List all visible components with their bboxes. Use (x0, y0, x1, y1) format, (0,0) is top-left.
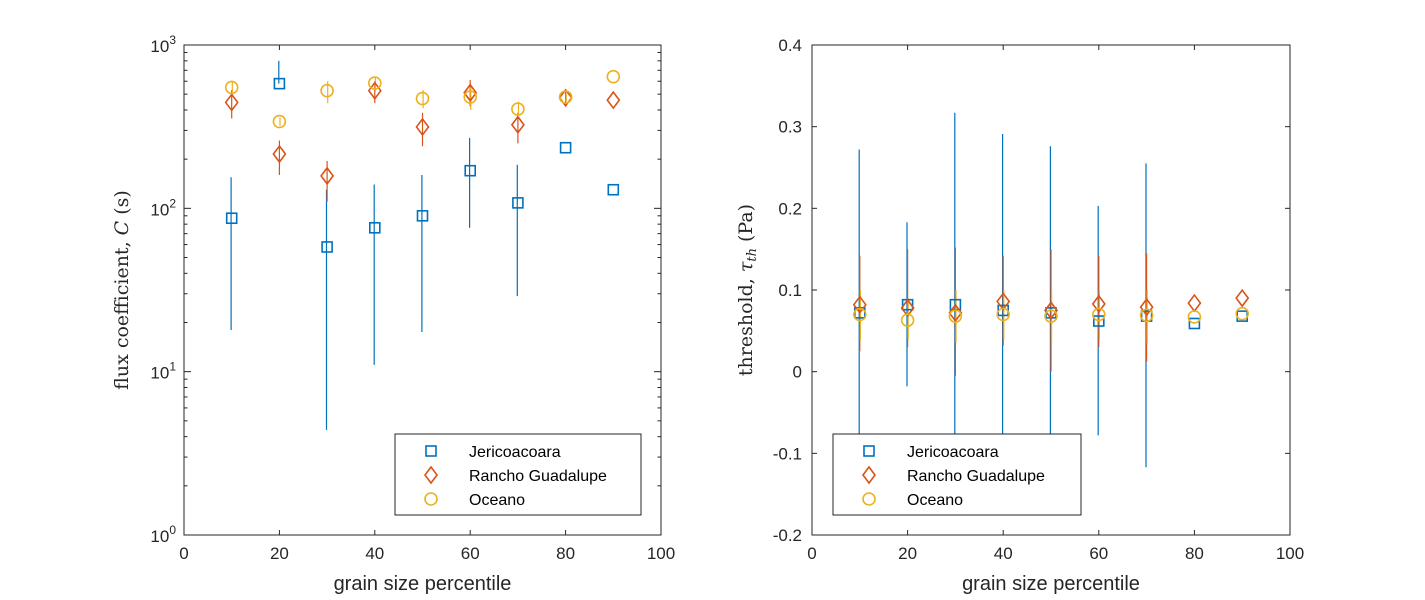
data-point-diamond (900, 298, 915, 318)
data-point-diamond (606, 90, 621, 110)
x-tick-label: 0 (179, 544, 188, 563)
data-point-diamond (272, 144, 287, 164)
data-point-circle (1092, 307, 1106, 322)
data-point-circle (852, 307, 867, 322)
data-point-diamond (996, 292, 1011, 311)
x-tick-label: 20 (270, 544, 289, 563)
data-point-circle (558, 90, 573, 104)
data-point-circle (1235, 306, 1249, 321)
legend-entry: Jericoacoara (907, 444, 999, 461)
y-tick-label: 101 (150, 360, 176, 383)
plot-area (852, 112, 1250, 495)
data-point-square (607, 183, 620, 196)
data-point-diamond (510, 115, 525, 135)
y-tick-label: 0 (793, 363, 802, 382)
data-point-diamond (1091, 294, 1106, 314)
data-point-square (559, 141, 572, 154)
x-tick-label: 100 (1276, 544, 1304, 563)
legend-entry: Jericoacoara (469, 444, 561, 461)
data-point-circle (367, 76, 382, 90)
y-tick-label: 100 (150, 523, 176, 546)
x-tick-label: 0 (807, 544, 816, 563)
data-point-circle (606, 69, 621, 84)
data-point-diamond (948, 303, 963, 323)
data-point-diamond (320, 166, 335, 186)
data-point-diamond (558, 88, 573, 108)
data-point-circle (1187, 310, 1202, 324)
legend-marker-circle (424, 492, 438, 506)
y-tick-label: 0.4 (778, 36, 802, 55)
data-point-diamond (1187, 293, 1202, 313)
x-tick-label: 20 (898, 544, 917, 563)
data-point-circle (272, 114, 287, 129)
x-tick-label: 40 (994, 544, 1013, 563)
data-point-square (1093, 315, 1105, 327)
data-point-circle (1044, 309, 1058, 323)
data-point-diamond (463, 83, 478, 103)
chart-flux-coefficient: 0 20 40 60 80 100 100 101 102 103 grain size perce… (111, 33, 675, 595)
legend: Jericoacoara Rancho Guadalupe Oceano (394, 433, 642, 516)
x-tick-label: 80 (1185, 544, 1204, 563)
y-tick-label: 0.2 (778, 199, 802, 218)
x-axis-label: grain size percentile (962, 573, 1140, 595)
data-point-diamond (1139, 297, 1154, 317)
data-point-diamond (1235, 288, 1250, 308)
data-point-square (368, 222, 381, 234)
data-point-circle (320, 83, 334, 98)
data-point-diamond (224, 93, 239, 112)
data-point-diamond (852, 295, 867, 315)
legend: Jericoacoara Rancho Guadalupe Oceano (832, 433, 1082, 516)
x-tick-label: 60 (461, 544, 480, 563)
legend-marker-diamond (424, 465, 438, 485)
x-axis-label: grain size percentile (334, 573, 512, 595)
data-point-square (416, 210, 429, 222)
data-point-circle (900, 313, 915, 328)
legend-marker-square (863, 445, 875, 457)
legend-entry: Oceano (907, 492, 963, 509)
y-tick-label: 103 (150, 33, 176, 56)
data-point-circle (996, 307, 1011, 322)
axes-box (183, 44, 662, 536)
legend-marker-circle (862, 492, 876, 506)
y-tick-label: 0.3 (778, 118, 802, 137)
data-point-square (273, 77, 286, 90)
legend-entry: Rancho Guadalupe (469, 468, 607, 485)
data-point-circle (1139, 308, 1154, 323)
data-point-diamond (415, 117, 430, 137)
plot-area (224, 60, 621, 430)
y-tick-label: -0.2 (773, 526, 802, 545)
data-point-circle (415, 91, 430, 106)
data-point-square (512, 197, 524, 209)
data-point-square (225, 212, 238, 225)
y-axis-label: flux coefficient, C (s) (111, 190, 133, 390)
legend-entry: Rancho Guadalupe (907, 468, 1045, 485)
y-tick-label: -0.1 (773, 444, 802, 463)
x-tick-label: 100 (647, 544, 675, 563)
legend-marker-diamond (862, 465, 876, 485)
y-tick-label: 0.1 (778, 281, 802, 300)
data-point-circle (948, 309, 963, 323)
legend-entry: Oceano (469, 492, 525, 509)
data-point-circle (463, 90, 478, 104)
data-point-square (321, 241, 333, 253)
chart-threshold: 0 20 40 60 80 100 -0.2 -0.1 0 0.1 0.2 0.3 0.4 grain s… (735, 36, 1304, 595)
x-tick-label: 60 (1089, 544, 1108, 563)
x-tick-label: 40 (365, 544, 384, 563)
y-axis-label: threshold, τth (Pa) (735, 204, 760, 376)
legend-marker-square (425, 445, 437, 457)
data-point-square (1188, 317, 1201, 330)
data-point-circle (511, 102, 525, 116)
data-point-square (464, 164, 477, 177)
x-tick-label: 80 (556, 544, 575, 563)
data-point-circle (224, 80, 239, 95)
data-point-diamond (1044, 301, 1058, 320)
y-tick-label: 102 (150, 196, 176, 219)
